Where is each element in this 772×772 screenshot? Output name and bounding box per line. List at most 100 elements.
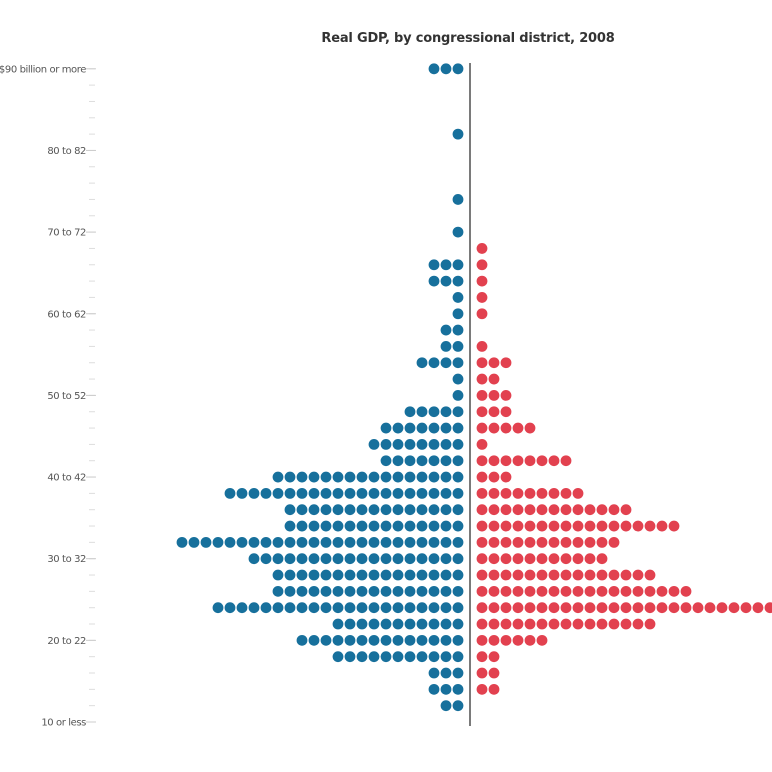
left-dot <box>428 553 440 565</box>
left-dot <box>440 406 452 418</box>
left-dot <box>428 63 440 75</box>
left-dot <box>428 275 440 287</box>
right-dot <box>572 520 584 532</box>
right-dot <box>476 455 488 467</box>
right-dot <box>500 357 512 369</box>
right-dot <box>560 536 572 548</box>
left-dot <box>356 602 368 614</box>
left-dot <box>332 520 344 532</box>
left-dot <box>392 487 404 499</box>
right-dot <box>560 520 572 532</box>
right-dot <box>524 520 536 532</box>
right-dot <box>620 585 632 597</box>
left-dot <box>392 422 404 434</box>
left-dot <box>428 585 440 597</box>
right-dot <box>488 569 500 581</box>
right-dot <box>548 585 560 597</box>
left-dot <box>308 520 320 532</box>
left-dot <box>320 471 332 483</box>
right-dot <box>476 406 488 418</box>
left-dot <box>332 569 344 581</box>
left-dot <box>296 520 308 532</box>
left-dot <box>296 602 308 614</box>
right-dot <box>476 634 488 646</box>
left-dot <box>416 618 428 630</box>
left-dot <box>332 487 344 499</box>
left-dot <box>428 406 440 418</box>
right-dot <box>512 553 524 565</box>
left-dot <box>428 683 440 695</box>
left-dot <box>236 536 248 548</box>
right-dot <box>608 520 620 532</box>
left-dot <box>404 520 416 532</box>
left-dot <box>416 634 428 646</box>
right-dot <box>488 406 500 418</box>
left-dot <box>320 585 332 597</box>
left-dot <box>308 585 320 597</box>
left-dot <box>248 487 260 499</box>
left-dot <box>440 602 452 614</box>
left-dot <box>452 308 464 320</box>
right-dot <box>476 308 488 320</box>
y-tick-label: 30 to 32 <box>47 554 86 565</box>
left-dot <box>440 683 452 695</box>
right-dot <box>584 536 596 548</box>
left-dot <box>308 536 320 548</box>
left-dot <box>320 602 332 614</box>
left-dot <box>320 536 332 548</box>
right-dot <box>596 602 608 614</box>
right-dot <box>764 602 772 614</box>
right-dot <box>608 536 620 548</box>
left-dot <box>452 438 464 450</box>
right-dot <box>476 422 488 434</box>
left-dot <box>440 553 452 565</box>
right-dot <box>524 504 536 516</box>
left-dot <box>248 602 260 614</box>
left-dot <box>308 553 320 565</box>
left-dot <box>392 602 404 614</box>
right-dot <box>560 602 572 614</box>
right-dot <box>524 536 536 548</box>
chart-title: Real GDP, by congressional district, 200… <box>321 31 615 46</box>
left-dot <box>356 553 368 565</box>
left-dot <box>296 634 308 646</box>
y-tick-label: 80 to 82 <box>47 146 86 157</box>
right-dot <box>536 504 548 516</box>
left-dot <box>380 634 392 646</box>
left-dot <box>236 487 248 499</box>
left-dot <box>272 471 284 483</box>
right-dot <box>536 618 548 630</box>
left-dot <box>236 602 248 614</box>
left-dot <box>416 553 428 565</box>
left-dot <box>356 471 368 483</box>
right-dot <box>488 471 500 483</box>
right-dot <box>596 504 608 516</box>
right-dot <box>488 422 500 434</box>
right-dot <box>536 602 548 614</box>
right-dot <box>488 455 500 467</box>
right-dot <box>572 569 584 581</box>
left-dot <box>320 504 332 516</box>
right-dot <box>512 536 524 548</box>
right-dot <box>680 602 692 614</box>
left-dot <box>176 536 188 548</box>
right-dot <box>476 651 488 663</box>
right-dot <box>524 602 536 614</box>
right-dot <box>500 569 512 581</box>
right-dot <box>548 536 560 548</box>
right-dot <box>584 602 596 614</box>
left-dot <box>440 520 452 532</box>
right-dot <box>632 585 644 597</box>
left-dot <box>344 569 356 581</box>
right-dot <box>644 585 656 597</box>
left-dot <box>452 553 464 565</box>
left-dot <box>380 536 392 548</box>
right-dot <box>656 602 668 614</box>
left-dot <box>440 438 452 450</box>
right-dot <box>584 504 596 516</box>
left-dot <box>452 536 464 548</box>
left-dot <box>440 618 452 630</box>
right-dot <box>620 520 632 532</box>
left-dot <box>224 602 236 614</box>
left-dot <box>248 536 260 548</box>
